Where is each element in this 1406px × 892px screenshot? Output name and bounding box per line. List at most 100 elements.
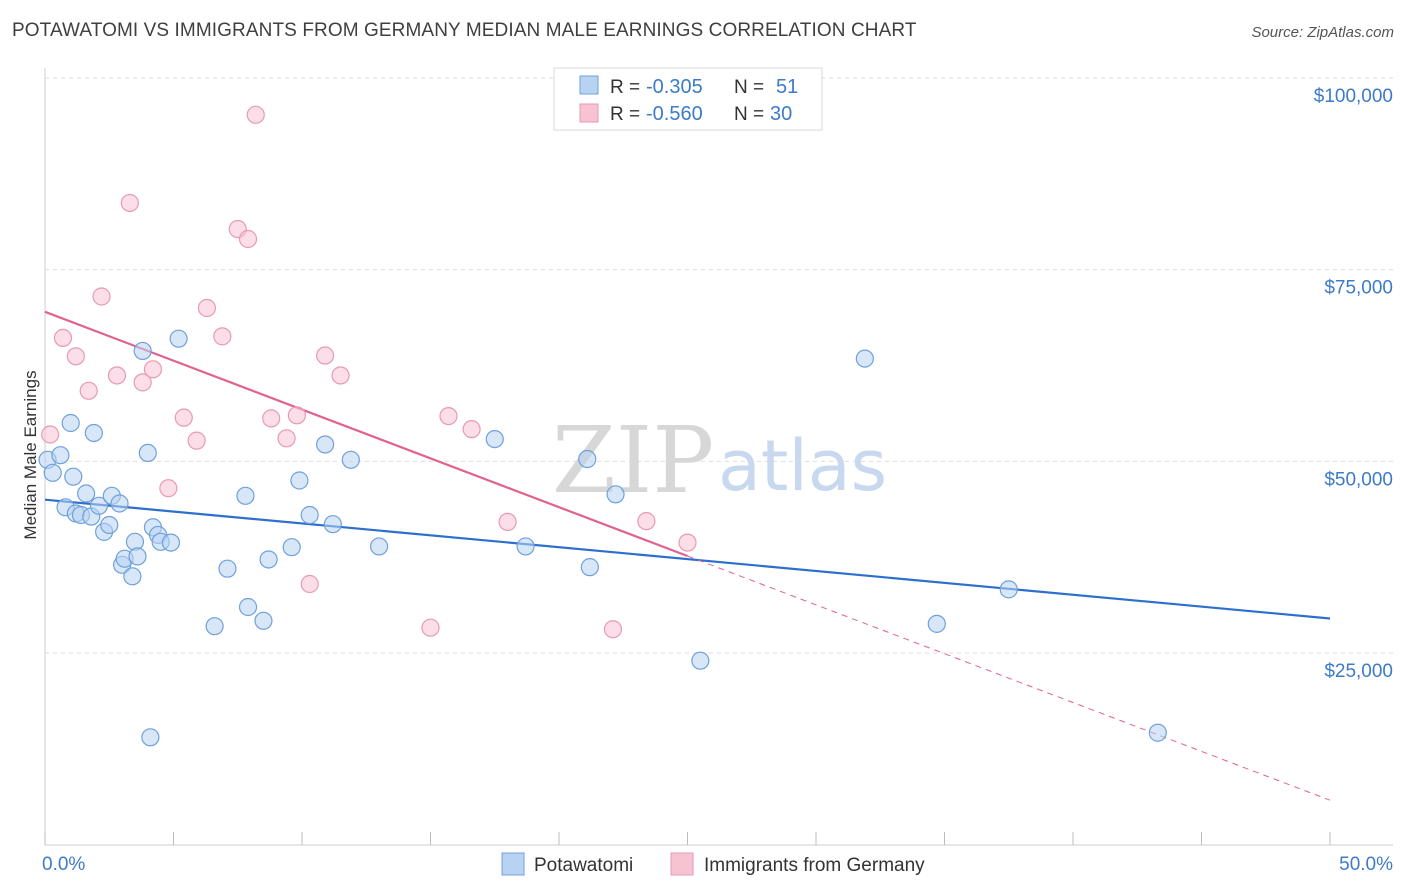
potawatomi-point-49 (927, 614, 946, 633)
germany-point-8 (143, 360, 163, 379)
legend-r-label-potawatomi: R = (610, 77, 640, 98)
potawatomi-point-18 (123, 567, 142, 586)
chart-source: Source: ZipAtlas.com (1251, 24, 1394, 41)
legend-r-value-germany: -0.560 (646, 103, 703, 125)
potawatomi-point-39 (323, 515, 342, 534)
potawatomi-point-47 (691, 651, 710, 670)
grid-layer (45, 77, 1393, 654)
points-layer (38, 105, 1167, 747)
germany-point-0 (41, 425, 60, 444)
watermark: ZIP atlas (552, 407, 887, 514)
germany-point-15 (238, 229, 258, 249)
potawatomi-point-45 (580, 558, 599, 577)
series-legend-label-germany: Immigrants from Germany (704, 855, 925, 876)
potawatomi-point-36 (290, 471, 309, 490)
potawatomi-point-13 (100, 515, 119, 535)
germany-point-24 (439, 407, 458, 426)
x-tick-label-left: 0.0% (42, 854, 85, 875)
germany-point-2 (66, 347, 85, 366)
germany-point-18 (277, 429, 296, 448)
y-axis-label: Median Male Earnings (21, 370, 40, 539)
potawatomi-point-30 (218, 559, 237, 578)
potawatomi-point-43 (516, 537, 535, 556)
potawatomi-point-22 (138, 443, 157, 462)
y-tick-label-1: $50,000 (1324, 469, 1393, 490)
potawatomi-point-23 (141, 728, 160, 747)
potawatomi-point-51 (1148, 723, 1167, 742)
germany-point-26 (498, 512, 517, 532)
germany-point-5 (107, 366, 127, 385)
germany-point-12 (197, 298, 217, 318)
legend-n-label-potawatomi: N = (734, 77, 764, 98)
legend-n-label-germany: N = (734, 104, 764, 125)
germany-point-11 (187, 431, 206, 450)
series-legend-swatch-germany (670, 852, 694, 876)
potawatomi-point-44 (578, 449, 597, 469)
germany-point-13 (213, 327, 232, 346)
germany-point-1 (53, 328, 73, 347)
trend-layer (44, 310, 1331, 801)
potawatomi-point-27 (161, 533, 181, 552)
potawatomi-point-10 (84, 423, 103, 443)
germany-point-28 (637, 512, 656, 531)
potawatomi-point-40 (341, 450, 360, 469)
potawatomi-point-35 (282, 538, 301, 557)
chart-title: POTAWATOMI VS IMMIGRANTS FROM GERMANY ME… (12, 20, 917, 41)
potawatomi-point-50 (999, 580, 1018, 599)
y-tick-labels: $25,000 $50,000 $75,000 $100,000 (1314, 86, 1393, 682)
potawatomi-point-8 (77, 484, 96, 503)
legend-swatch-potawatomi (579, 75, 599, 95)
potawatomi-point-37 (300, 505, 319, 525)
y-tick-label-2: $75,000 (1324, 278, 1393, 299)
potawatomi-point-11 (89, 496, 109, 515)
germany-point-23 (421, 618, 440, 637)
germany-point-9 (159, 479, 178, 498)
germany-point-19 (287, 406, 306, 425)
potawatomi-point-48 (855, 349, 874, 368)
series-legend-label-potawatomi: Potawatomi (534, 855, 633, 876)
series-legend-swatch-potawatomi (501, 852, 525, 876)
potawatomi-point-38 (316, 435, 335, 454)
potawatomi-point-5 (64, 467, 83, 486)
germany-point-6 (120, 193, 139, 213)
legend-n-value-germany: 30 (770, 103, 792, 125)
legend-r-value-potawatomi: -0.305 (646, 76, 703, 98)
potawatomi-point-21 (133, 341, 152, 361)
germany-point-21 (316, 346, 335, 365)
germany-point-22 (331, 366, 350, 385)
potawatomi-point-15 (110, 494, 129, 513)
legend-box (553, 67, 823, 131)
correlation-legend: R = -0.305 N = 51 R = -0.560 N = 30 (553, 67, 823, 131)
series-legend: Potawatomi Immigrants from Germany (501, 852, 925, 876)
potawatomi-point-29 (205, 617, 224, 636)
trend-line-1 (44, 310, 688, 558)
potawatomi-point-20 (128, 547, 147, 566)
germany-point-17 (262, 409, 281, 428)
potawatomi-point-34 (259, 550, 278, 569)
potawatomi-point-42 (485, 430, 504, 449)
trend-line-dashed-1 (687, 555, 1331, 801)
potawatomi-point-1 (43, 463, 62, 482)
potawatomi-point-41 (370, 537, 389, 556)
y-tick-label-0: $25,000 (1324, 661, 1393, 682)
germany-point-7 (133, 373, 152, 392)
germany-point-25 (462, 420, 481, 439)
watermark-atlas: atlas (718, 425, 887, 507)
germany-point-20 (300, 574, 319, 594)
potawatomi-point-31 (236, 486, 255, 505)
potawatomi-point-28 (169, 329, 188, 348)
germany-point-27 (603, 620, 623, 639)
germany-point-10 (174, 408, 193, 427)
potawatomi-point-32 (238, 597, 258, 617)
watermark-zip: ZIP (552, 407, 714, 514)
potawatomi-point-2 (51, 446, 70, 465)
trend-line-0 (44, 498, 1331, 620)
germany-point-29 (678, 533, 697, 552)
legend-n-value-potawatomi: 51 (776, 76, 798, 98)
germany-point-16 (246, 105, 265, 124)
legend-r-label-germany: R = (610, 104, 640, 125)
germany-point-4 (92, 287, 111, 306)
x-tick-label-right: 50.0% (1339, 854, 1393, 875)
y-tick-label-3: $100,000 (1314, 86, 1393, 107)
